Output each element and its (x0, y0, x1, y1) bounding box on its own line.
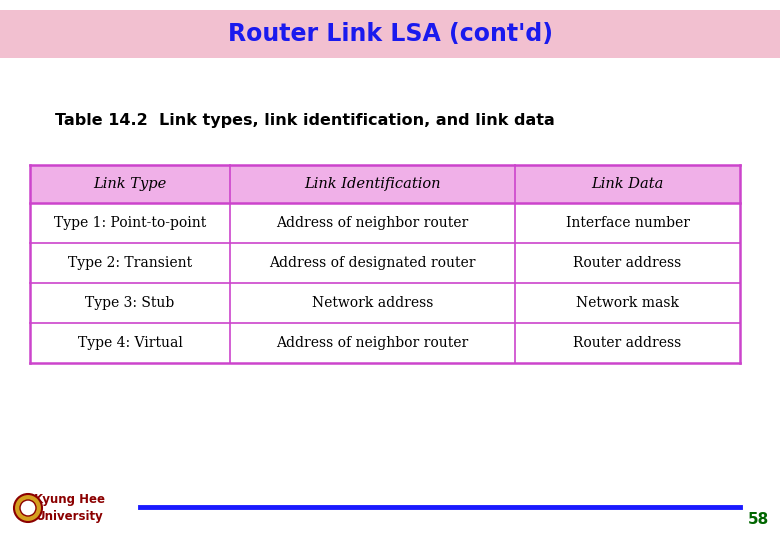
Text: Address of designated router: Address of designated router (269, 256, 476, 270)
Text: Link Data: Link Data (591, 177, 664, 191)
Circle shape (14, 494, 42, 522)
Text: Link Type: Link Type (94, 177, 167, 191)
Text: Link Identification: Link Identification (304, 177, 441, 191)
Text: 58: 58 (748, 512, 769, 528)
Bar (0, 10, 780, 58)
Text: Address of neighbor router: Address of neighbor router (276, 336, 469, 350)
Text: Type 2: Transient: Type 2: Transient (68, 256, 192, 270)
Text: Address of neighbor router: Address of neighbor router (276, 216, 469, 230)
Text: Network address: Network address (312, 296, 433, 310)
Circle shape (20, 500, 36, 516)
Bar (30, 323, 740, 363)
Text: Router Link LSA (cont'd): Router Link LSA (cont'd) (228, 22, 552, 46)
Text: Table 14.2  Link types, link identification, and link data: Table 14.2 Link types, link identificati… (55, 112, 555, 127)
Text: Type 4: Virtual: Type 4: Virtual (77, 336, 183, 350)
Bar (30, 283, 740, 323)
Text: Network mask: Network mask (576, 296, 679, 310)
Text: Type 3: Stub: Type 3: Stub (85, 296, 175, 310)
Text: Interface number: Interface number (566, 216, 690, 230)
Text: Kyung Hee
University: Kyung Hee University (34, 493, 105, 523)
Text: Type 1: Point-to-point: Type 1: Point-to-point (54, 216, 206, 230)
Bar (30, 203, 740, 243)
Text: Router address: Router address (573, 256, 682, 270)
Text: Router address: Router address (573, 336, 682, 350)
Bar (30, 165, 740, 203)
Bar (30, 243, 740, 283)
